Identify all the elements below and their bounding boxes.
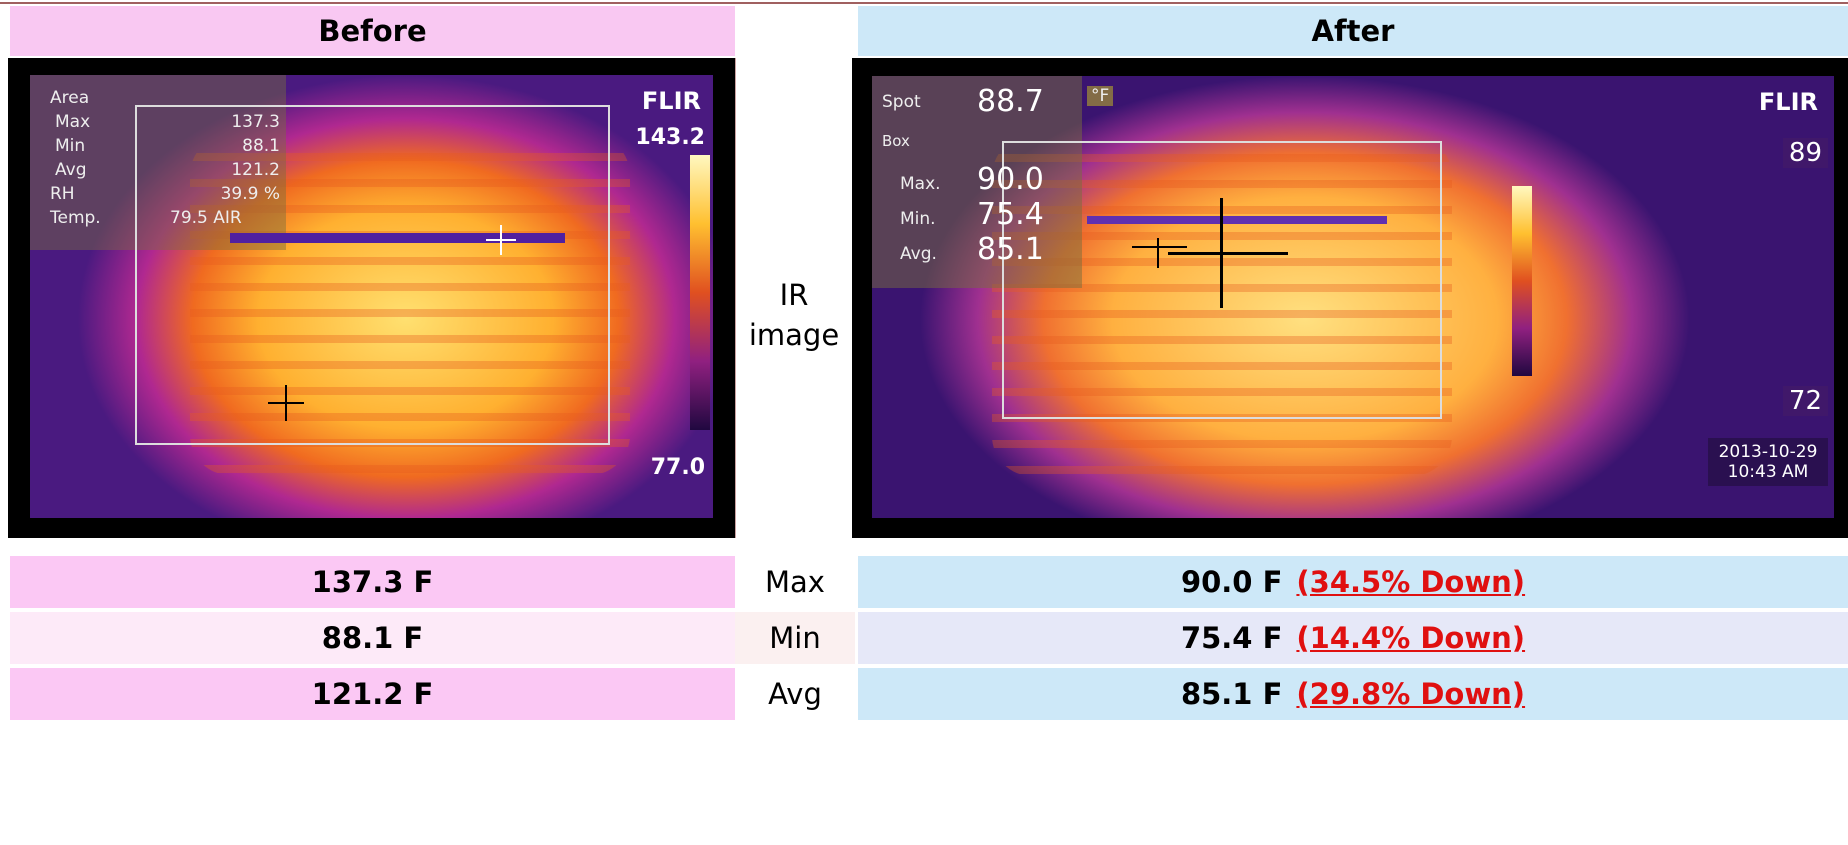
label: Max. bbox=[900, 174, 941, 194]
metric: Max bbox=[735, 556, 855, 608]
label: Min bbox=[55, 136, 85, 156]
crosshair bbox=[1132, 246, 1187, 248]
thermal-image: Spot 88.7 °F Box Max. Min. Avg. 90.0 75.… bbox=[872, 76, 1834, 518]
brand: FLIR bbox=[1759, 88, 1818, 116]
after-value: 85.1 F (29.8% Down) bbox=[858, 668, 1848, 720]
value: 79.5 AIR bbox=[170, 208, 242, 228]
label: Min. bbox=[900, 209, 936, 229]
metric: Avg bbox=[735, 668, 855, 720]
middle-label: IR image bbox=[740, 270, 848, 360]
change: (29.8% Down) bbox=[1296, 677, 1525, 711]
before-value: 121.2 F bbox=[10, 668, 735, 720]
value: 39.9 % bbox=[221, 184, 280, 204]
change: (34.5% Down) bbox=[1296, 565, 1525, 599]
spot-value: 88.7 bbox=[977, 84, 1044, 119]
top-rule bbox=[0, 2, 1848, 4]
value: 88.1 bbox=[242, 136, 280, 156]
scale-max: 89 bbox=[1783, 138, 1828, 168]
color-scale bbox=[1512, 186, 1532, 376]
after-value: 90.0 F (34.5% Down) bbox=[858, 556, 1848, 608]
before-value: 88.1 F bbox=[10, 612, 735, 664]
crosshair bbox=[1168, 252, 1288, 255]
bar-shadow bbox=[1087, 216, 1387, 224]
color-scale bbox=[690, 155, 710, 430]
ir-before: Area Max Min Avg RH Temp. 137.3 88.1 121… bbox=[8, 58, 735, 538]
change: (14.4% Down) bbox=[1296, 621, 1525, 655]
before-value: 137.3 F bbox=[10, 556, 735, 608]
bar-shadow bbox=[230, 233, 565, 243]
brand: FLIR bbox=[642, 87, 701, 115]
after-text: 75.4 F bbox=[1181, 621, 1282, 655]
label: Box bbox=[882, 132, 910, 150]
crosshair bbox=[1157, 238, 1159, 268]
value: 137.3 bbox=[231, 112, 280, 132]
page: Before After IR image Area Max Min Avg R… bbox=[0, 0, 1848, 845]
crosshair bbox=[486, 239, 516, 241]
measure-box bbox=[135, 105, 610, 445]
value: 85.1 bbox=[977, 232, 1044, 267]
crosshair bbox=[268, 402, 304, 404]
thermal-image: Area Max Min Avg RH Temp. 137.3 88.1 121… bbox=[30, 75, 713, 518]
divider bbox=[735, 58, 736, 538]
value: 90.0 bbox=[977, 162, 1044, 197]
after-text: 85.1 F bbox=[1181, 677, 1282, 711]
header-before: Before bbox=[10, 6, 735, 56]
value: 121.2 bbox=[231, 160, 280, 180]
label: Avg. bbox=[900, 244, 937, 264]
header-after: After bbox=[858, 6, 1848, 56]
scale-min: 77.0 bbox=[651, 455, 705, 480]
metric: Min bbox=[735, 612, 855, 664]
label: Spot bbox=[882, 92, 921, 112]
ir-after: Spot 88.7 °F Box Max. Min. Avg. 90.0 75.… bbox=[852, 58, 1848, 538]
unit: °F bbox=[1087, 86, 1113, 106]
date: 2013-10-29 bbox=[1712, 442, 1824, 462]
scale-max: 143.2 bbox=[635, 125, 705, 150]
label: Temp. bbox=[50, 208, 101, 228]
after-text: 90.0 F bbox=[1181, 565, 1282, 599]
label: Avg bbox=[55, 160, 87, 180]
label: Area bbox=[50, 88, 89, 108]
after-value: 75.4 F (14.4% Down) bbox=[858, 612, 1848, 664]
value: 75.4 bbox=[977, 197, 1044, 232]
label: RH bbox=[50, 184, 75, 204]
label: Max bbox=[55, 112, 90, 132]
time: 10:43 AM bbox=[1712, 462, 1824, 482]
scale-min: 72 bbox=[1783, 386, 1828, 416]
